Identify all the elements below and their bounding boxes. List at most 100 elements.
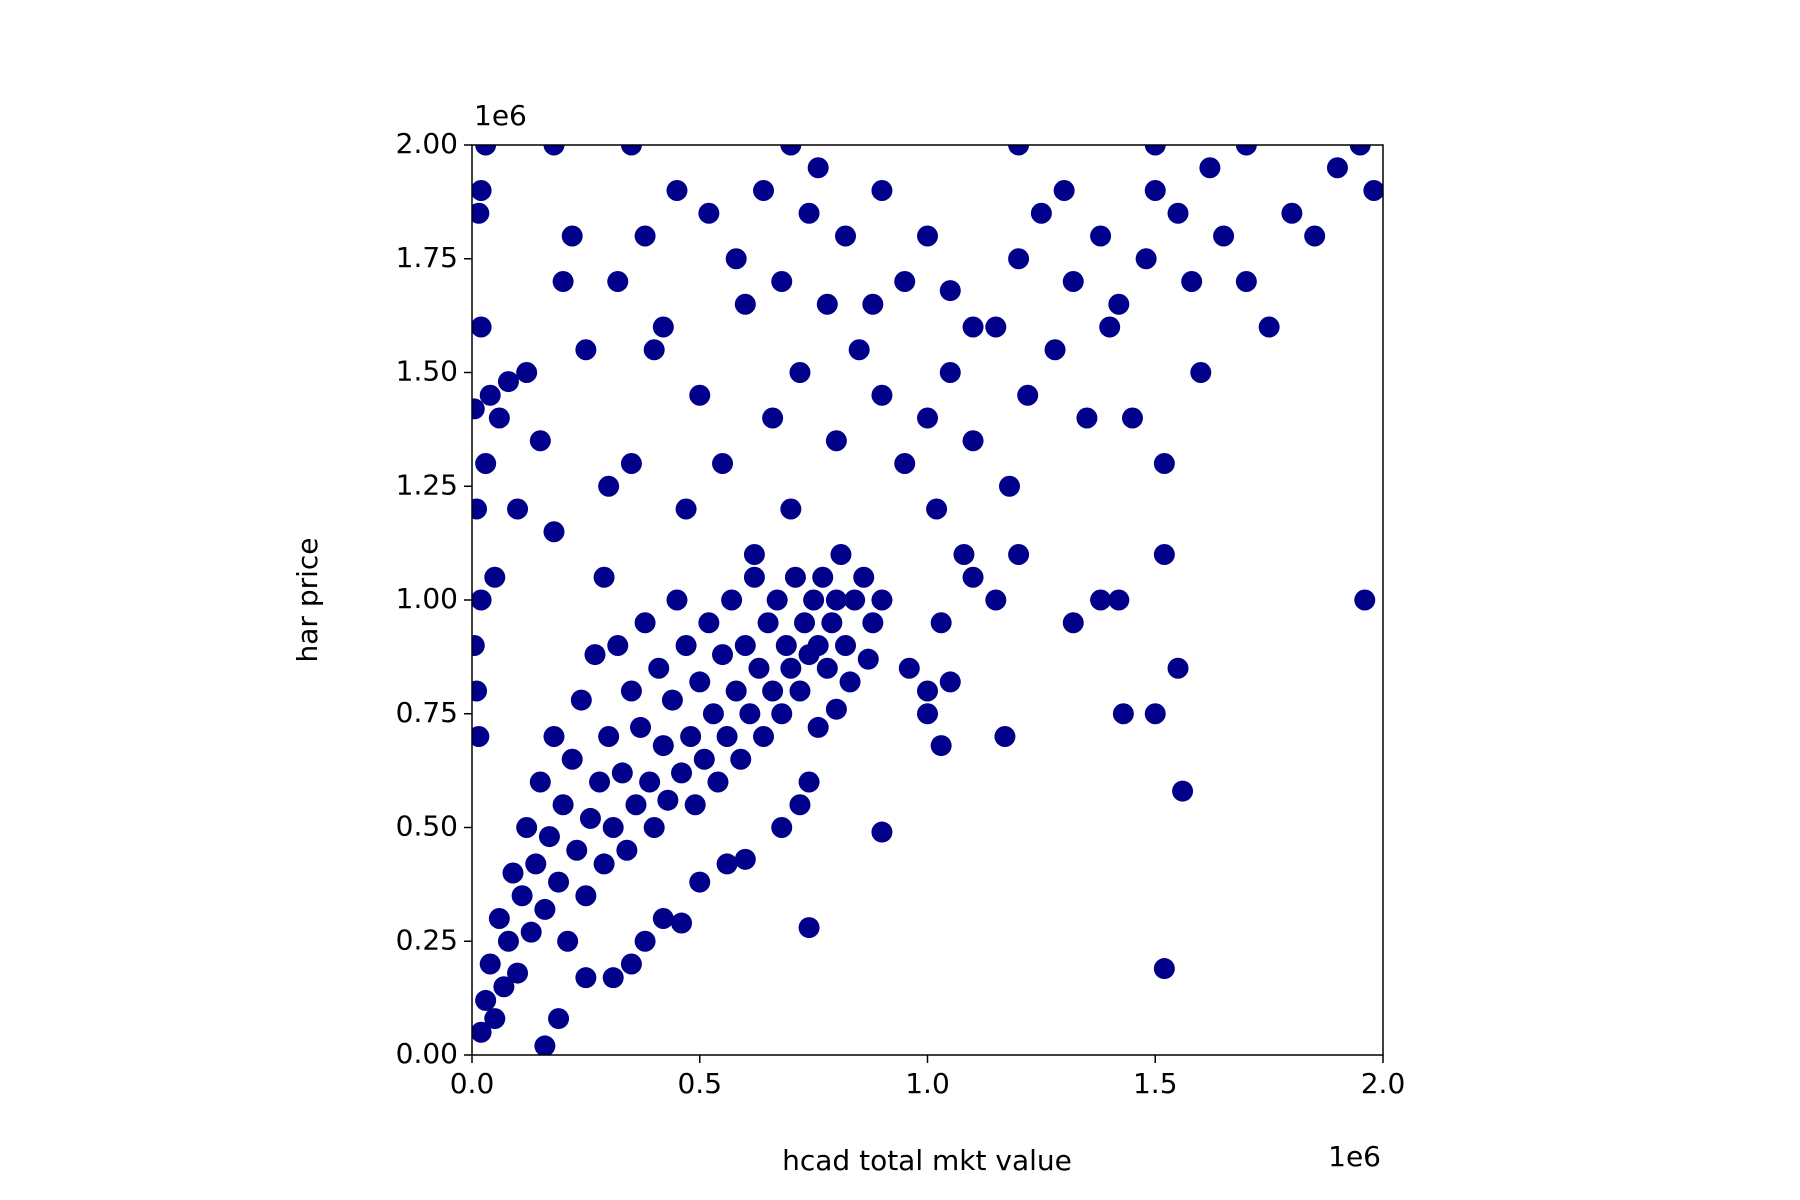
point <box>1108 293 1130 315</box>
point <box>1258 316 1280 338</box>
point <box>616 839 638 861</box>
point <box>771 817 793 838</box>
point <box>1135 248 1157 270</box>
point <box>780 657 802 679</box>
point <box>602 817 624 838</box>
point <box>798 771 820 793</box>
point <box>552 794 574 816</box>
point <box>1144 180 1166 201</box>
point <box>734 635 756 656</box>
point <box>807 157 829 179</box>
point <box>743 566 765 588</box>
point <box>1181 271 1203 292</box>
point <box>780 498 802 520</box>
y-offset-label: 1e6 <box>474 99 527 132</box>
point <box>939 280 961 302</box>
point <box>1235 271 1257 292</box>
point <box>602 967 624 989</box>
point <box>507 962 529 984</box>
point <box>985 589 1007 611</box>
point <box>479 384 501 406</box>
point <box>593 853 615 875</box>
point <box>807 716 829 738</box>
point <box>675 498 697 520</box>
point <box>816 293 838 315</box>
y-tick-label: 1.50 <box>396 355 458 388</box>
point <box>1172 780 1194 802</box>
point <box>620 680 642 702</box>
point <box>652 735 674 757</box>
point <box>917 407 938 429</box>
point <box>620 453 642 474</box>
point <box>748 657 770 679</box>
point <box>507 498 529 520</box>
point <box>534 898 556 920</box>
point <box>634 930 656 952</box>
point <box>871 180 893 201</box>
y-tick-label: 0.75 <box>396 696 458 729</box>
point <box>698 612 720 634</box>
y-tick-label: 2.00 <box>396 127 458 160</box>
y-tick-label: 0.25 <box>396 923 458 956</box>
point <box>1121 407 1143 429</box>
point <box>598 475 620 497</box>
point <box>1363 180 1383 201</box>
point <box>930 735 952 757</box>
point <box>584 644 606 666</box>
point <box>472 1021 492 1043</box>
point <box>661 689 683 711</box>
point <box>566 839 588 861</box>
point <box>1153 453 1175 474</box>
point <box>871 821 893 843</box>
point <box>1354 589 1376 611</box>
point <box>620 953 642 975</box>
point <box>598 726 620 747</box>
point <box>634 225 656 247</box>
point <box>520 921 542 943</box>
point <box>830 544 852 565</box>
point <box>871 589 893 611</box>
point <box>898 657 920 679</box>
point <box>1108 589 1130 611</box>
point <box>493 976 515 998</box>
point <box>534 1035 556 1055</box>
point <box>739 703 761 725</box>
x-axis-label: hcad total mkt value <box>782 1144 1072 1177</box>
point <box>998 475 1020 497</box>
point <box>1144 145 1166 156</box>
point <box>1213 225 1235 247</box>
point <box>652 908 674 929</box>
point <box>689 671 711 693</box>
point <box>684 794 706 816</box>
point <box>789 362 811 383</box>
point <box>1167 657 1189 679</box>
point <box>771 703 793 725</box>
point <box>871 384 893 406</box>
point <box>1062 271 1084 292</box>
x-tick-label: 2.0 <box>1361 1067 1406 1100</box>
point <box>771 271 793 292</box>
point <box>917 703 938 725</box>
point <box>472 316 492 338</box>
point <box>816 657 838 679</box>
point <box>939 362 961 383</box>
point <box>789 794 811 816</box>
point <box>985 316 1007 338</box>
point <box>798 917 820 939</box>
point <box>835 635 857 656</box>
point <box>484 566 506 588</box>
point <box>784 566 806 588</box>
point <box>472 589 492 611</box>
point <box>730 748 752 770</box>
point <box>579 807 601 829</box>
point <box>825 430 847 452</box>
point <box>1167 202 1189 224</box>
point <box>611 762 633 784</box>
point <box>516 362 538 383</box>
point <box>1112 703 1134 725</box>
point <box>488 407 510 429</box>
point <box>634 612 656 634</box>
point <box>825 589 847 611</box>
point <box>1076 407 1098 429</box>
point <box>939 671 961 693</box>
